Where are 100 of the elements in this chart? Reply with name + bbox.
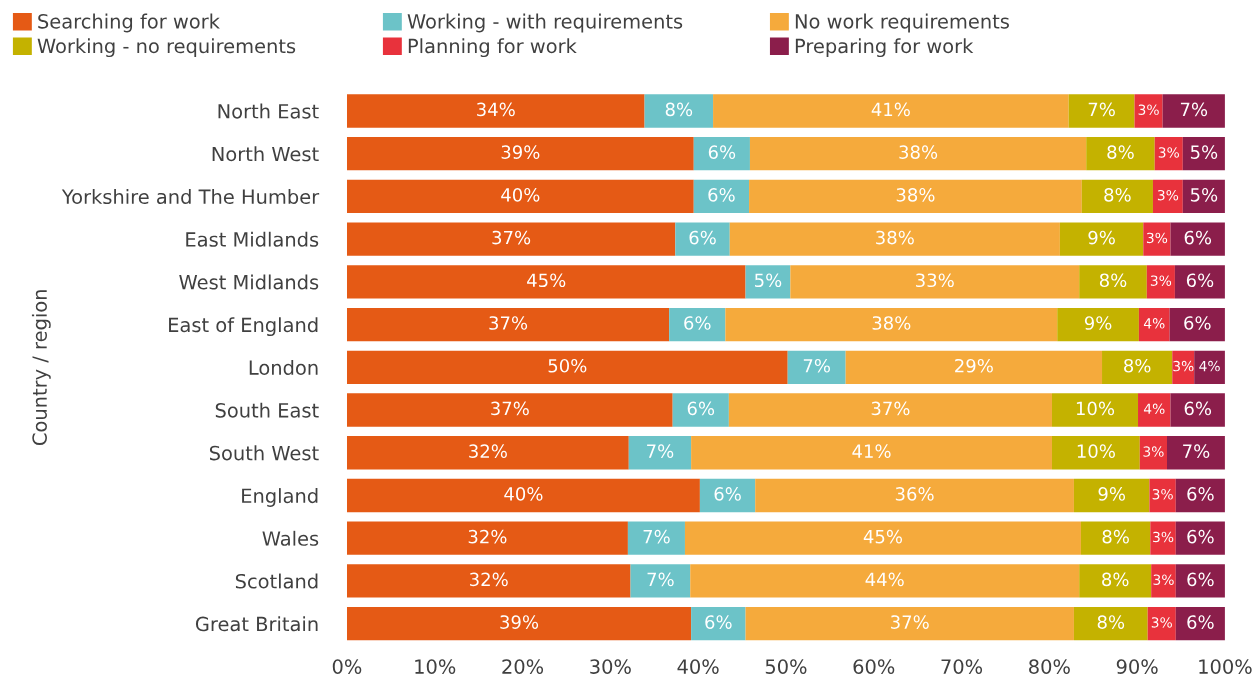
data-label: 6% bbox=[1187, 572, 1214, 587]
bar bbox=[713, 94, 1069, 128]
data-label: 5% bbox=[1190, 187, 1218, 202]
bar bbox=[691, 606, 746, 641]
data-label: 37% bbox=[871, 401, 910, 416]
y-tick-label: Great Britain bbox=[195, 616, 318, 632]
data-label: 3% bbox=[1151, 617, 1172, 628]
bar bbox=[1073, 478, 1150, 513]
data-label: 3% bbox=[1173, 360, 1194, 372]
legend-label: Planning for work bbox=[408, 38, 577, 58]
x-tick-label: 70% bbox=[941, 659, 983, 674]
data-label: 6% bbox=[714, 487, 741, 501]
bar bbox=[346, 564, 631, 598]
bar bbox=[1175, 478, 1225, 513]
data-label: 44% bbox=[865, 572, 904, 587]
data-label: 7% bbox=[647, 572, 674, 587]
bar bbox=[644, 94, 714, 128]
data-label: 9% bbox=[1088, 230, 1115, 245]
data-label: 5% bbox=[755, 273, 782, 288]
bar bbox=[346, 521, 628, 555]
bar bbox=[1149, 478, 1176, 513]
data-label: 6% bbox=[689, 230, 716, 245]
x-tick-label: 100% bbox=[1199, 659, 1252, 674]
data-label: 38% bbox=[896, 187, 935, 202]
bar bbox=[845, 350, 1103, 384]
bar bbox=[346, 265, 746, 299]
x-tick-label: 10% bbox=[415, 659, 456, 674]
data-label: 3% bbox=[1150, 275, 1172, 286]
bar bbox=[672, 393, 729, 427]
data-label: 7% bbox=[803, 358, 830, 373]
data-label: 6% bbox=[687, 401, 715, 416]
bar bbox=[346, 606, 692, 641]
bar bbox=[1139, 436, 1167, 470]
x-tick-label: 30% bbox=[590, 659, 631, 674]
bar bbox=[1154, 137, 1183, 171]
data-label: 40% bbox=[501, 187, 540, 202]
bar bbox=[755, 478, 1074, 513]
bar bbox=[1169, 307, 1225, 342]
data-label: 37% bbox=[492, 230, 531, 245]
x-tick-label: 90% bbox=[1116, 659, 1158, 674]
bar bbox=[1170, 222, 1225, 256]
y-tick-label: South West bbox=[209, 445, 319, 461]
bar bbox=[1146, 265, 1175, 299]
data-label: 8% bbox=[1124, 358, 1151, 373]
data-label: 7% bbox=[643, 529, 670, 544]
legend-label: Working - no requirements bbox=[37, 38, 296, 58]
bar bbox=[749, 179, 1082, 214]
bar bbox=[346, 436, 629, 470]
data-label: 4% bbox=[1143, 318, 1165, 329]
data-label: 8% bbox=[1107, 145, 1134, 159]
data-label: 6% bbox=[1184, 316, 1211, 330]
bar bbox=[1059, 222, 1144, 256]
data-label: 32% bbox=[470, 572, 508, 587]
bar bbox=[1147, 606, 1176, 641]
x-tick-label: 50% bbox=[765, 659, 807, 674]
bar bbox=[346, 179, 694, 214]
bar bbox=[787, 350, 846, 384]
data-label: 7% bbox=[1088, 102, 1115, 117]
bar bbox=[1086, 137, 1155, 171]
data-label: 39% bbox=[500, 615, 539, 629]
data-label: 40% bbox=[504, 487, 543, 501]
bar bbox=[1102, 350, 1173, 384]
bar bbox=[630, 564, 691, 598]
data-label: 36% bbox=[895, 487, 934, 501]
bar bbox=[1051, 436, 1140, 470]
data-label: 6% bbox=[1187, 615, 1214, 629]
data-label: 8% bbox=[1102, 572, 1129, 587]
bar bbox=[1175, 564, 1225, 598]
bar bbox=[790, 265, 1080, 299]
bar bbox=[1143, 222, 1171, 256]
bar bbox=[1152, 179, 1183, 214]
data-label: 50% bbox=[548, 358, 587, 373]
bar bbox=[1172, 350, 1195, 384]
data-label: 3% bbox=[1153, 574, 1174, 585]
bar bbox=[669, 307, 726, 342]
y-axis-title: Country / region bbox=[31, 290, 51, 446]
data-label: 3% bbox=[1158, 147, 1179, 158]
data-label: 7% bbox=[647, 444, 674, 458]
bar bbox=[1079, 564, 1152, 598]
data-label: 4% bbox=[1143, 403, 1165, 415]
bar bbox=[628, 436, 692, 470]
data-label: 3% bbox=[1153, 531, 1174, 543]
legend-label: Preparing for work bbox=[795, 38, 974, 58]
x-tick-label: 20% bbox=[502, 659, 544, 674]
data-label: 3% bbox=[1146, 232, 1168, 244]
bar bbox=[745, 265, 791, 299]
y-tick-label: East Midlands bbox=[186, 231, 319, 247]
data-label: 6% bbox=[705, 615, 732, 629]
legend-label: Searching for work bbox=[38, 13, 220, 33]
data-label: 34% bbox=[477, 102, 515, 117]
y-tick-label: East of England bbox=[169, 317, 318, 337]
bar bbox=[699, 478, 756, 513]
bar bbox=[346, 222, 676, 256]
data-label: 29% bbox=[955, 358, 993, 373]
x-tick-label: 80% bbox=[1029, 659, 1070, 674]
bar bbox=[675, 222, 730, 256]
bar bbox=[1057, 307, 1139, 342]
y-tick-label: England bbox=[242, 488, 318, 507]
data-label: 6% bbox=[1187, 487, 1214, 501]
data-label: 3% bbox=[1138, 104, 1159, 115]
